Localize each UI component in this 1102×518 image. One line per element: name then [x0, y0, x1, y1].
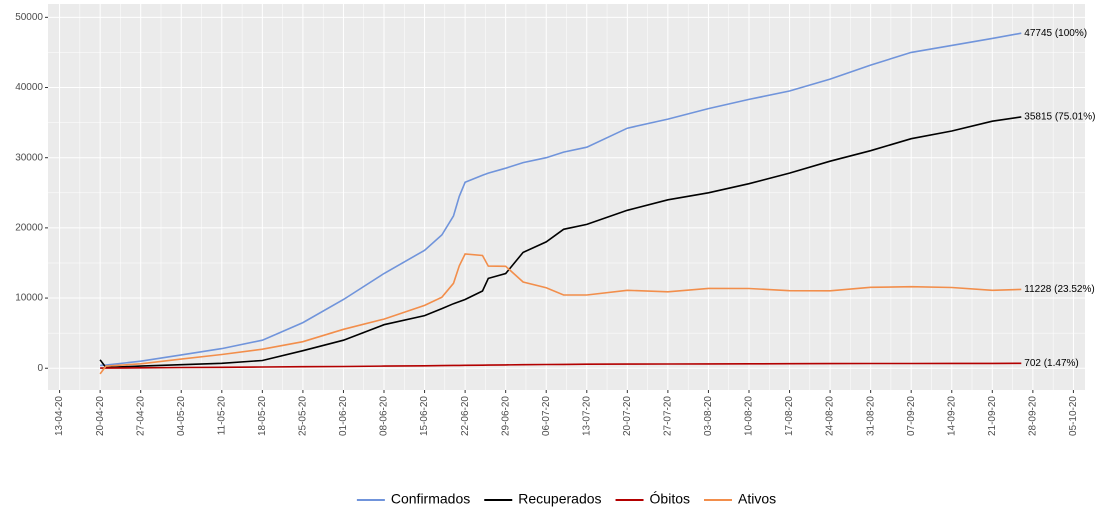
x-tick-label: 13-07-20	[581, 396, 592, 436]
x-tick-label: 11-05-20	[216, 396, 227, 436]
legend-label: Óbitos	[650, 491, 690, 507]
legend-label: Recuperados	[518, 491, 601, 507]
legend: Confirmados Recuperados Óbitos Ativos	[356, 491, 776, 507]
y-tick-label: 40000	[15, 82, 43, 93]
x-tick-label: 13-04-20	[54, 396, 65, 436]
x-tick-label: 14-09-20	[946, 396, 957, 436]
series-line	[100, 32, 1022, 367]
legend-label: Ativos	[738, 491, 776, 507]
x-tick-label: 28-09-20	[1028, 396, 1039, 436]
series-line	[99, 253, 1022, 375]
x-tick-label: 21-09-20	[987, 396, 998, 436]
y-tick-label: 30000	[15, 152, 43, 163]
y-tick-label: 10000	[15, 293, 43, 304]
x-tick-label: 08-06-20	[379, 396, 390, 436]
x-tick-label: 18-05-20	[257, 396, 268, 436]
end-label: 47745 (100%)	[1024, 28, 1087, 39]
x-tick-label: 25-05-20	[298, 396, 309, 436]
x-tick-label: 27-07-20	[663, 396, 674, 436]
x-tick-label: 05-10-20	[1068, 396, 1079, 436]
x-tick-label: 29-06-20	[500, 396, 511, 436]
x-tick-label: 15-06-20	[419, 396, 430, 436]
x-tick-label: 20-07-20	[622, 396, 633, 436]
x-tick-label: 04-05-20	[176, 396, 187, 436]
x-tick-label: 06-07-20	[541, 396, 552, 436]
x-tick-label: 17-08-20	[784, 396, 795, 436]
y-tick-label: 0	[37, 363, 43, 374]
end-label: 702 (1.47%)	[1024, 358, 1078, 369]
legend-label: Confirmados	[391, 491, 470, 507]
x-tick-label: 10-08-20	[744, 396, 755, 436]
series-line	[100, 362, 1022, 369]
series-line	[99, 116, 1022, 369]
end-label: 11228 (23.52%)	[1024, 284, 1094, 295]
y-tick-label: 20000	[15, 223, 43, 234]
x-tick-label: 31-08-20	[865, 396, 876, 436]
x-tick-label: 03-08-20	[703, 396, 714, 436]
x-tick-label: 27-04-20	[135, 396, 146, 436]
end-label: 35815 (75.01%)	[1024, 112, 1095, 123]
x-tick-label: 22-06-20	[460, 396, 471, 436]
x-tick-label: 24-08-20	[825, 396, 836, 436]
x-tick-label: 07-09-20	[906, 396, 917, 436]
x-tick-label: 20-04-20	[95, 396, 106, 436]
x-tick-label: 01-06-20	[338, 396, 349, 436]
y-tick-label: 50000	[15, 12, 43, 23]
